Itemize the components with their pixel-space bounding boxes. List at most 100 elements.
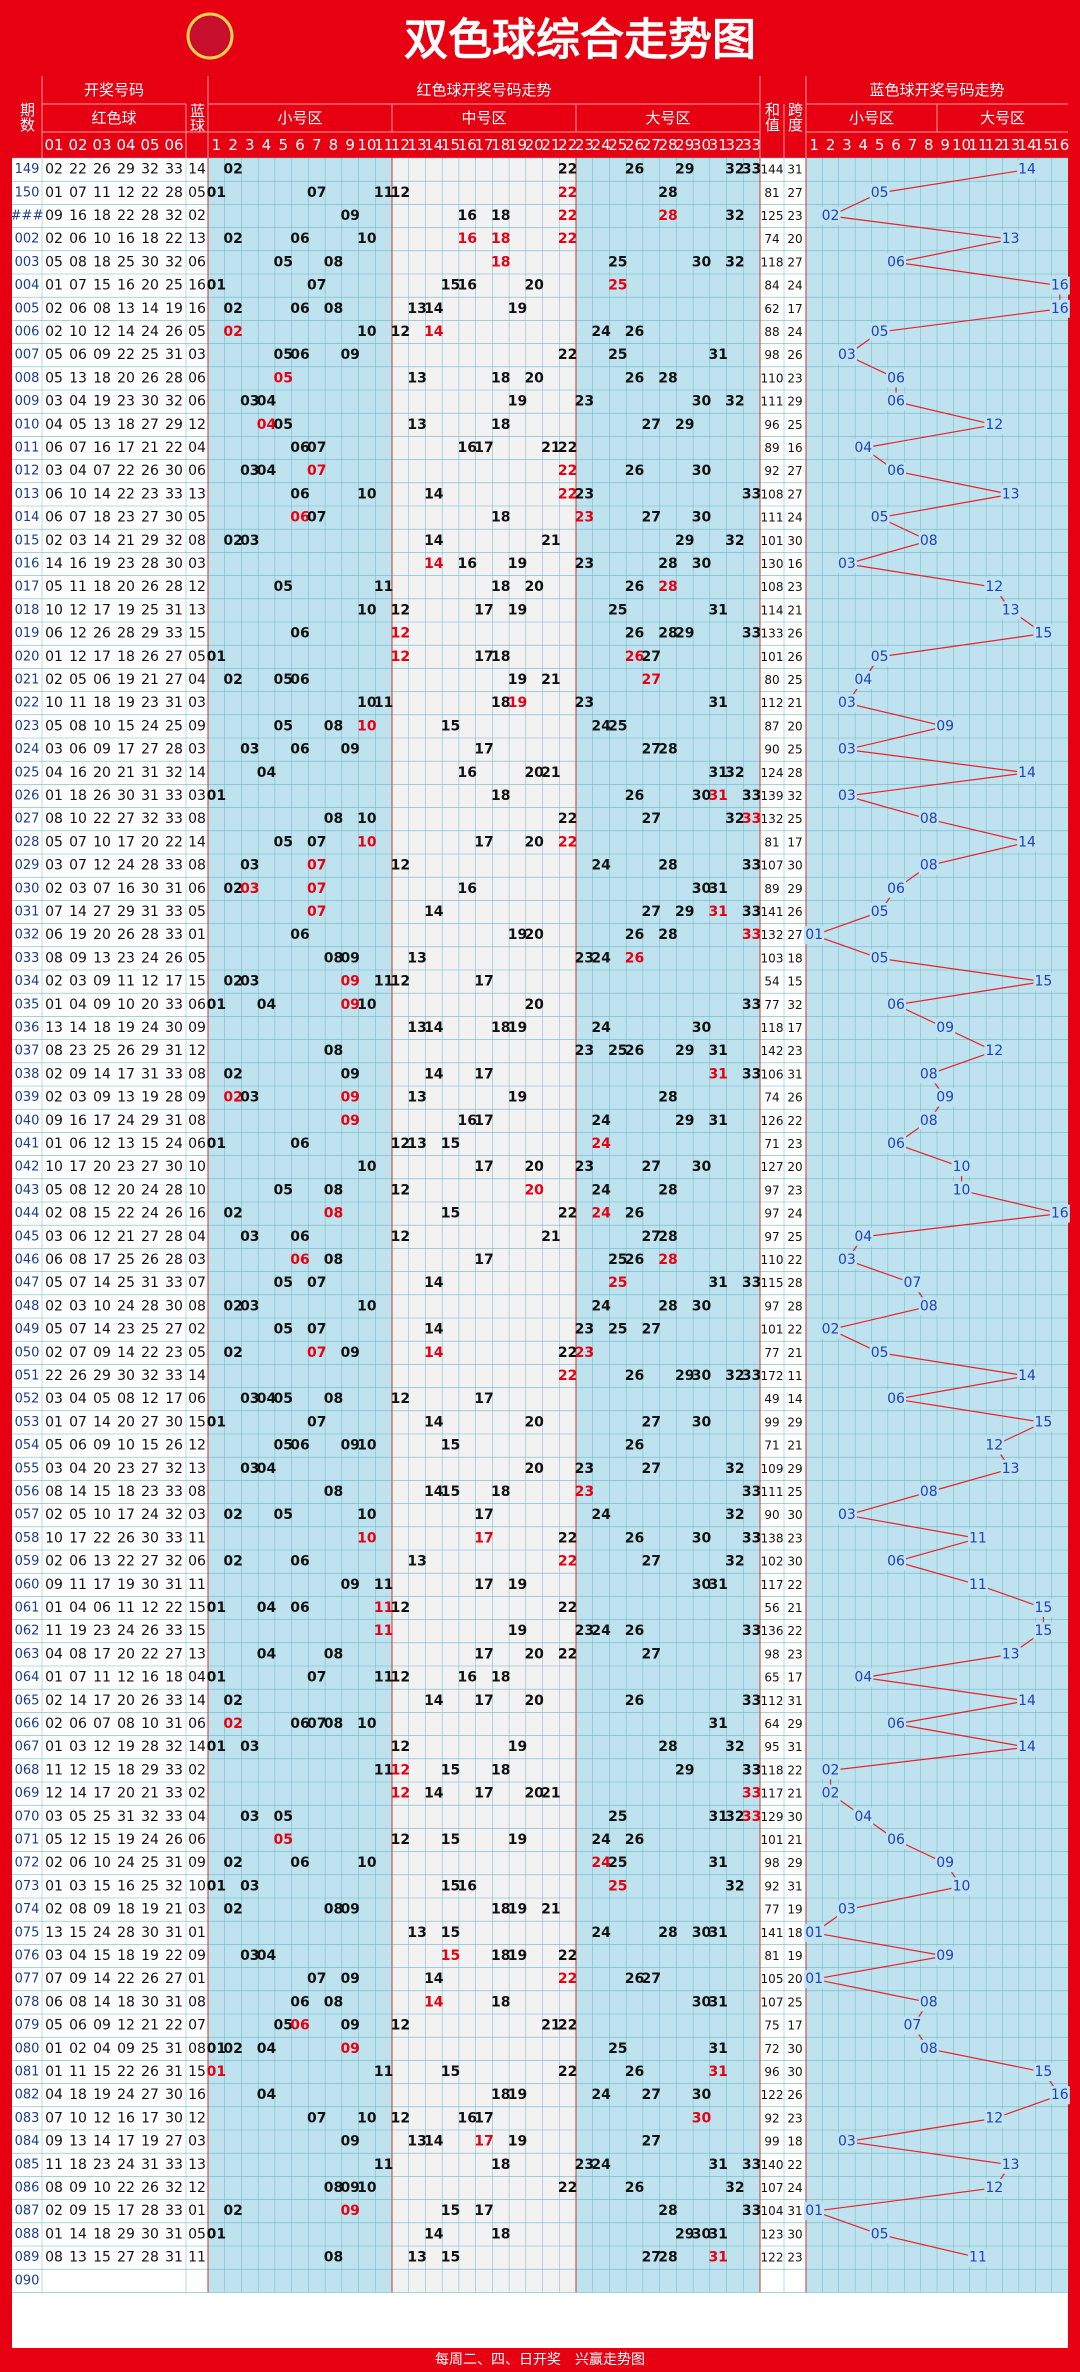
draw-red: 08 [45,2250,63,2266]
trend-red: 13 [407,1925,426,1941]
trend-red: 32 [725,1554,744,1570]
draw-red: 04 [69,1461,87,1477]
draw-red: 33 [165,1484,183,1500]
trend-red: 20 [524,1159,544,1175]
draw-red: 01 [45,1600,63,1616]
draw-red: 30 [165,1159,183,1175]
trend-red: 13 [407,2250,426,2266]
trend-red: 04 [257,2087,277,2103]
trend-red: 09 [340,1345,359,1361]
draw-red: 03 [45,1948,63,1964]
trend-red: 10 [357,695,377,711]
draw-red: 21 [165,1902,183,1918]
sum: 101 [761,534,784,548]
draw-blue: 03 [188,1902,206,1918]
span: 32 [787,789,802,803]
blue-point: 05 [871,950,889,966]
draw-red: 33 [165,2157,183,2173]
span: 27 [787,928,802,942]
trend-red: 11 [374,2157,393,2173]
draw-red: 05 [69,1809,87,1825]
sum: 71 [764,1439,779,1453]
period: 082 [15,2088,40,2103]
period: 050 [15,1345,40,1360]
span: 22 [787,2158,802,2172]
blue-number: 12 [985,136,1004,154]
draw-red: 22 [117,1206,135,1222]
draw-red: 19 [117,672,135,688]
trend-red: 06 [290,1855,309,1871]
trend-red: 05 [274,1182,293,1198]
period: 040 [15,1113,40,1128]
draw-red: 31 [141,2157,159,2173]
draw-blue: 15 [188,2064,206,2080]
blue-point: 03 [838,1507,856,1523]
trend-red: 02 [223,881,242,897]
trend-red: 02 [223,1345,242,1361]
trend-red: 30 [692,254,712,270]
draw-red: 09 [93,1345,111,1361]
trend-red: 17 [474,1113,493,1129]
trend-red: 22 [558,811,577,827]
blue-trend-header: 蓝色球开奖号码走势 [869,81,1004,99]
trend-red: 33 [742,1809,761,1825]
trend-red: 23 [575,1345,594,1361]
draw-blue: 06 [188,370,206,386]
draw-red: 19 [93,394,111,410]
trend-red: 03 [240,1809,259,1825]
draw-red: 32 [165,533,183,549]
draw-red: 29 [93,1368,111,1384]
trend-red: 26 [625,579,644,595]
red-number: 7 [312,136,322,154]
blue-point-bg [1033,624,1054,643]
draw-red: 20 [117,1693,135,1709]
trend-red: 32 [725,765,744,781]
trend-red: 22 [558,1368,577,1384]
draw-red: 09 [93,997,111,1013]
draw-red: 31 [165,602,183,618]
trend-red: 01 [207,997,226,1013]
trend-red: 27 [642,1646,661,1662]
trend-red: 12 [391,1762,410,1778]
sum: 112 [761,696,784,710]
trend-red: 31 [708,765,727,781]
trend-red: 02 [223,1507,242,1523]
draw-blue: 09 [188,1090,206,1106]
trend-red: 14 [424,1971,444,1987]
period: 085 [15,2157,40,2172]
trend-red: 22 [558,162,577,178]
draw-red: 08 [69,1182,87,1198]
period: 016 [15,557,40,572]
draw-red: 15 [93,1948,111,1964]
draw-red: 25 [141,1878,159,1894]
trend-red: 19 [508,1623,527,1639]
draw-red: 17 [93,649,111,665]
blue-point: 13 [1002,2157,1020,2173]
trend-red: 33 [742,858,761,874]
blue-point: 14 [1018,1739,1036,1755]
span: 28 [787,1299,802,1313]
trend-red: 26 [625,1206,644,1222]
period: 087 [15,2204,40,2219]
red-number: 27 [642,136,661,154]
period: 004 [15,278,40,293]
trend-red: 08 [324,1646,343,1662]
draw-red: 08 [117,1716,135,1732]
period: 043 [15,1183,40,1198]
span: 26 [787,905,802,919]
draw-red: 32 [165,1507,183,1523]
trend-red: 17 [474,974,493,990]
draw-red: 19 [117,1832,135,1848]
draw-blue: 13 [188,602,206,618]
trend-red: 33 [742,997,761,1013]
draw-red: 24 [93,1925,111,1941]
trend-red: 11 [374,1623,393,1639]
sum: 133 [761,627,784,641]
draw-red: 23 [93,2157,111,2173]
draw-red: 22 [117,347,135,363]
trend-red: 17 [474,1066,493,1082]
trend-red: 06 [290,2018,309,2034]
draw-red: 16 [93,440,111,456]
red-number: 14 [424,136,443,154]
trend-red: 24 [591,1182,611,1198]
